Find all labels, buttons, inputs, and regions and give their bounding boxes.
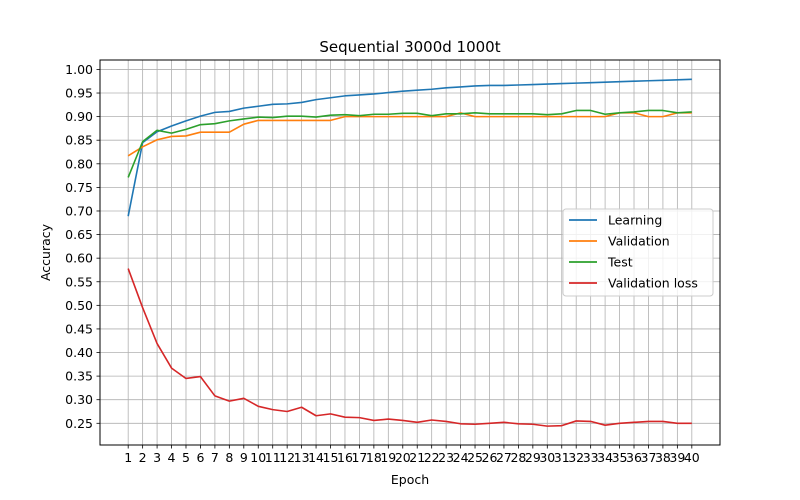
y-tick-label: 0.70 [65,203,93,218]
x-tick-label: 36 [626,450,642,465]
legend: Learning Validation Test Validation loss [562,208,714,297]
y-tick-label: 0.50 [65,298,93,313]
x-tick-label: 40 [684,450,700,465]
y-tick-label: 0.30 [65,392,93,407]
legend-label: Learning [608,213,662,228]
legend-label: Test [607,255,633,270]
y-axis-ticks: 0.25 0.30 0.35 0.40 0.45 0.50 0.55 0.60 0.65 0.70… [65,62,100,431]
y-tick-label: 0.60 [65,251,93,266]
y-tick-label: 0.65 [65,227,93,242]
x-tick-label: 18 [366,450,382,465]
y-tick-label: 0.95 [65,86,93,101]
x-tick-label: 6 [196,450,204,465]
x-tick-label: 24 [453,450,469,465]
x-tick-label: 14 [308,450,324,465]
x-tick-label: 33 [583,450,599,465]
y-tick-label: 0.75 [65,180,93,195]
x-tick-label: 23 [438,450,454,465]
x-tick-label: 17 [351,450,367,465]
y-tick-label: 0.45 [65,321,93,336]
x-tick-label: 28 [510,450,526,465]
y-axis-label: Accuracy [38,223,53,281]
chart-title: Sequential 3000d 1000t [319,38,500,56]
x-tick-label: 22 [424,450,440,465]
x-tick-label: 32 [568,450,584,465]
y-tick-label: 0.80 [65,156,93,171]
x-tick-label: 9 [240,450,248,465]
x-tick-label: 1 [124,450,132,465]
series-lines [127,78,692,427]
x-tick-label: 30 [539,450,555,465]
x-tick-label: 15 [323,450,339,465]
x-tick-label: 12 [279,450,295,465]
y-tick-label: 0.85 [65,133,93,148]
x-tick-label: 29 [525,450,541,465]
x-tick-label: 7 [211,450,219,465]
x-tick-label: 10 [250,450,266,465]
series-line-validation-loss [127,268,692,427]
x-tick-label: 3 [153,450,161,465]
x-tick-label: 34 [597,450,613,465]
y-tick-label: 0.90 [65,109,93,124]
x-tick-label: 37 [641,450,657,465]
y-tick-label: 0.25 [65,416,93,431]
x-tick-label: 4 [168,450,176,465]
x-tick-label: 39 [669,450,685,465]
y-tick-label: 0.35 [65,369,93,384]
y-tick-label: 0.40 [65,345,93,360]
y-tick-label: 1.00 [65,62,93,77]
x-axis-ticks: 1 2 3 4 5 6 7 8 9 1011121314151617181920212223242… [124,445,700,465]
legend-box [562,208,714,297]
x-axis-label: Epoch [391,472,429,487]
legend-label: Validation loss [608,276,698,291]
series-line-test [127,109,692,178]
x-tick-label: 35 [612,450,628,465]
legend-label: Validation [608,234,670,249]
x-tick-label: 20 [395,450,411,465]
x-tick-label: 21 [409,450,425,465]
x-tick-label: 16 [337,450,353,465]
x-tick-label: 38 [655,450,671,465]
series-line-learning [127,78,692,217]
x-tick-label: 2 [139,450,147,465]
x-tick-label: 19 [380,450,396,465]
x-tick-label: 26 [482,450,498,465]
x-tick-label: 31 [554,450,570,465]
x-tick-label: 5 [182,450,190,465]
plot-frame [99,59,721,446]
x-tick-label: 11 [265,450,281,465]
y-tick-label: 0.55 [65,274,93,289]
x-tick-label: 25 [467,450,483,465]
x-tick-label: 27 [496,450,512,465]
series-line-validation [127,112,692,157]
x-tick-label: 8 [225,450,233,465]
x-tick-label: 13 [294,450,310,465]
